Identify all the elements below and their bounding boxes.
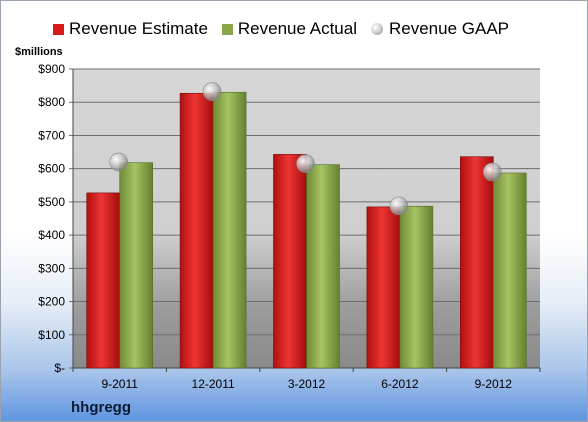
bar-revenue-estimate [366,206,401,369]
x-tick-label: 3-2012 [288,377,326,391]
legend-swatch-actual [221,23,233,35]
y-tick-label: $300 [38,261,65,275]
bar-revenue-actual [212,91,247,369]
marker-revenue-gaap [202,82,222,101]
legend-item-gaap: Revenue GAAP [371,19,509,39]
y-tick-label: $800 [38,95,65,109]
legend-label-actual: Revenue Actual [237,19,357,38]
legend-swatch-gaap [371,23,383,35]
legend-label-estimate: Revenue Estimate [69,19,208,38]
legend-label-gaap: Revenue GAAP [389,19,510,38]
bar-revenue-actual [399,205,434,369]
marker-revenue-gaap [389,196,409,216]
x-tick-label: 9-2012 [475,377,513,391]
x-tick-label: 6-2012 [381,377,419,391]
marker-revenue-gaap [296,154,315,173]
y-axis-unit-label: $millions [15,46,63,58]
x-tick-label: 9-2011 [101,377,138,391]
bar-revenue-actual [306,164,340,369]
y-tick-label: $500 [38,195,65,209]
legend-swatch-estimate [53,23,64,35]
legend-item-actual: Revenue Actual [221,19,357,39]
bar-revenue-actual [492,172,527,369]
legend-item-estimate: Revenue Estimate [53,19,208,39]
bar-revenue-actual [119,162,153,369]
company-name: hhgregg [71,399,131,416]
bar-revenue-estimate [273,154,307,369]
y-tick-label: $- [54,361,65,375]
y-tick-label: $700 [38,128,65,142]
x-tick-label: 12-2011 [192,377,235,391]
bar-revenue-estimate [179,92,214,369]
legend: Revenue Estimate Revenue Actual Revenue … [53,18,523,40]
y-tick-label: $400 [38,228,65,242]
y-tick-label: $200 [38,295,65,309]
bar-revenue-estimate [459,156,494,369]
y-tick-label: $600 [38,162,65,176]
marker-revenue-gaap [482,162,502,182]
y-tick-label: $100 [38,328,65,342]
y-tick-label: $900 [38,62,65,76]
marker-revenue-gaap [109,152,128,172]
bar-revenue-estimate [86,192,120,369]
